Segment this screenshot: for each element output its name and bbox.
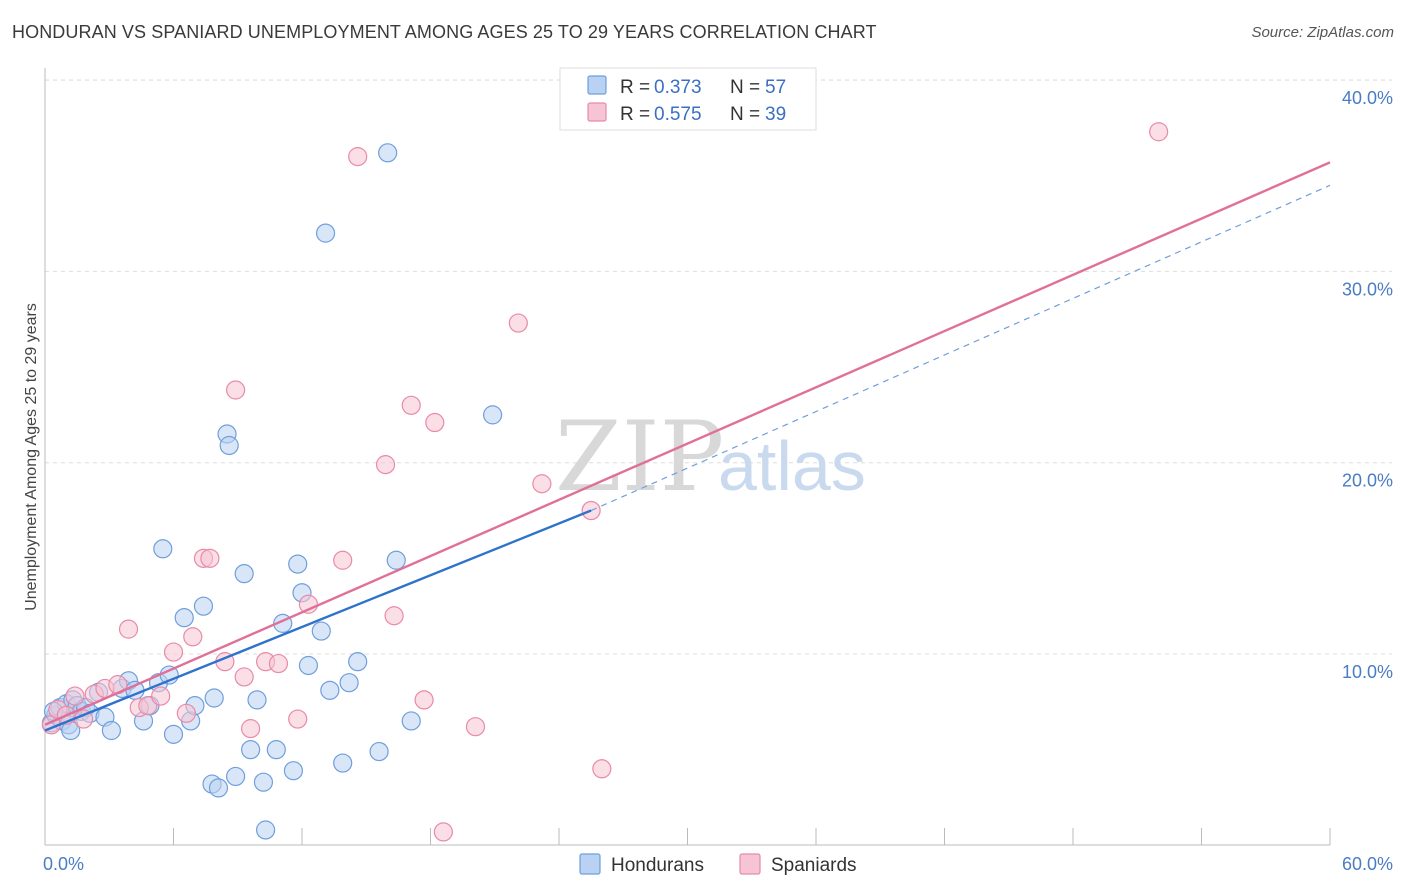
y-tick-label: 20.0% xyxy=(1342,471,1393,491)
hondurans-point xyxy=(253,772,274,792)
hondurans-point xyxy=(283,761,304,781)
spaniards-point xyxy=(401,395,421,415)
legend-swatch-spaniards xyxy=(587,102,607,122)
x-tick-label: 0.0% xyxy=(43,854,84,874)
hondurans-point xyxy=(226,766,246,787)
spaniards-point xyxy=(1149,122,1169,142)
legend-swatch-hondurans xyxy=(587,75,607,95)
hondurans-point xyxy=(298,655,319,676)
hondurans-point xyxy=(320,680,340,700)
spaniards-point xyxy=(176,703,196,723)
hondurans-point xyxy=(348,652,368,672)
y-tick-label: 30.0% xyxy=(1342,279,1393,299)
hondurans-point xyxy=(288,554,308,574)
spaniards-point xyxy=(532,474,552,494)
hondurans-points xyxy=(41,143,503,840)
hondurans-point xyxy=(208,778,229,798)
watermark-zip: ZIP xyxy=(555,401,724,513)
hondurans-point xyxy=(315,223,336,243)
hondurans-point xyxy=(369,741,389,762)
legend-n-label-spaniards: N = xyxy=(730,104,760,125)
hondurans-point xyxy=(204,688,224,708)
y-tick-label: 10.0% xyxy=(1342,662,1393,682)
spaniards-point xyxy=(268,653,289,674)
bottom-legend-swatch-spaniards xyxy=(739,853,761,875)
spaniards-point xyxy=(592,759,612,779)
bottom-legend-label-spaniards: Spaniards xyxy=(771,855,857,876)
hondurans-point xyxy=(174,608,194,628)
y-axis-label: Unemployment Among Ages 25 to 29 years xyxy=(23,303,40,611)
spaniards-point xyxy=(200,548,220,568)
spaniards-point xyxy=(465,717,486,737)
hondurans-point xyxy=(219,435,239,456)
bottom-legend-swatch-hondurans xyxy=(579,853,601,875)
trendlines xyxy=(44,161,1331,732)
spaniards-point xyxy=(163,642,184,662)
hondurans-point xyxy=(193,596,214,616)
spaniards-point xyxy=(375,455,396,475)
spaniards-point xyxy=(151,686,171,706)
hondurans-point xyxy=(378,143,398,163)
x-tick-label: 60.0% xyxy=(1342,854,1393,874)
hondurans-point xyxy=(241,740,261,760)
legend-r-value-spaniards: 0.575 xyxy=(654,104,702,125)
hondurans-point xyxy=(247,690,267,710)
spaniards-point xyxy=(226,380,246,400)
spaniards-point xyxy=(433,822,453,842)
hondurans-trendline xyxy=(44,509,592,732)
spaniards-point xyxy=(348,147,368,167)
legend: R = 0.373 N = 57 R = 0.575 N = 39 xyxy=(559,67,817,131)
y-tick-labels: 10.0% 20.0% 30.0% 40.0% xyxy=(1342,88,1393,682)
hondurans-point xyxy=(153,539,173,559)
source-credit: Source: ZipAtlas.com xyxy=(1251,24,1394,41)
x-minor-ticks xyxy=(173,828,1331,845)
legend-r-value-hondurans: 0.373 xyxy=(654,77,702,98)
spaniards-point xyxy=(508,313,528,333)
bottom-legend-label-hondurans: Hondurans xyxy=(611,855,704,876)
hondurans-point xyxy=(483,405,503,425)
legend-n-value-hondurans: 57 xyxy=(765,77,786,98)
y-tick-label: 40.0% xyxy=(1342,88,1393,108)
legend-r-label-spaniards: R = xyxy=(620,104,650,125)
spaniards-point xyxy=(414,690,434,710)
chart-title: HONDURAN VS SPANIARD UNEMPLOYMENT AMONG … xyxy=(12,22,877,42)
spaniards-point xyxy=(241,719,261,739)
hondurans-point xyxy=(101,720,121,741)
hondurans-point xyxy=(401,711,421,731)
spaniards-point xyxy=(425,412,445,433)
x-tick-labels: 0.0% 60.0% xyxy=(43,854,1393,874)
bottom-legend: Hondurans Spaniards xyxy=(579,853,857,876)
spaniards-trendline xyxy=(44,161,1331,726)
hondurans-point xyxy=(339,673,359,693)
spaniards-point xyxy=(288,709,308,729)
hondurans-point xyxy=(234,564,254,584)
hondurans-point xyxy=(266,740,286,760)
spaniards-point xyxy=(333,550,353,570)
hondurans-point xyxy=(333,753,353,773)
spaniards-point xyxy=(234,667,254,687)
spaniards-point xyxy=(118,619,139,639)
spaniards-point xyxy=(138,696,158,716)
watermark-atlas: atlas xyxy=(718,427,866,505)
hondurans-point xyxy=(255,820,276,840)
spaniards-point xyxy=(65,686,85,706)
legend-n-label-hondurans: N = xyxy=(730,77,760,98)
hondurans-trendline-extension xyxy=(590,184,1331,512)
spaniards-point xyxy=(183,627,203,647)
watermark: ZIP atlas xyxy=(555,401,866,513)
legend-r-label-hondurans: R = xyxy=(620,77,650,98)
spaniards-point xyxy=(384,606,404,626)
legend-n-value-spaniards: 39 xyxy=(765,104,786,125)
hondurans-point xyxy=(386,550,406,570)
hondurans-point xyxy=(311,621,331,641)
hondurans-point xyxy=(163,724,184,744)
